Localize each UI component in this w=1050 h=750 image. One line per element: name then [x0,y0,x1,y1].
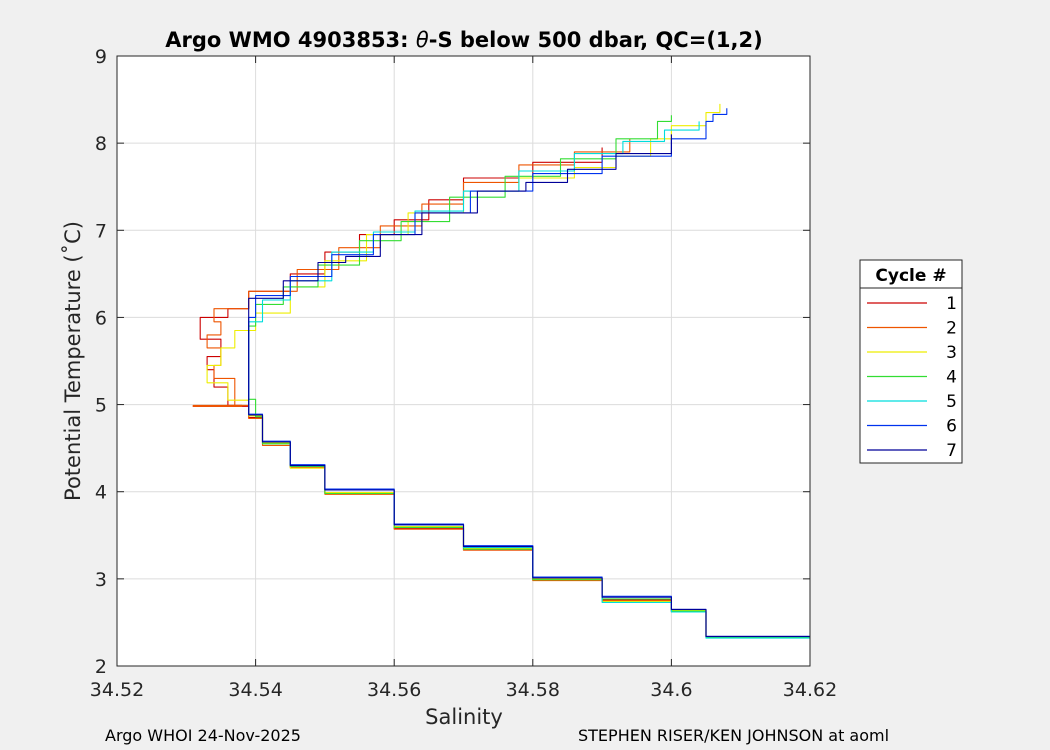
footer-right: STEPHEN RISER/KEN JOHNSON at aoml [578,726,889,745]
legend-label-cycle-7: 7 [946,441,957,461]
y-tick-label: 4 [95,482,107,504]
x-tick-label: 34.54 [228,679,282,701]
plot-frame [116,55,811,667]
chart-title: Argo WMO 4903853: θ-S below 500 dbar, QC… [165,28,762,52]
x-tick-label: 34.56 [367,679,421,701]
x-tick-label: 34.6 [650,679,692,701]
y-tick-label: 8 [95,133,107,155]
y-axis-label: Potential Temperature (˚C) [61,221,85,501]
legend-label-cycle-1: 1 [946,294,957,314]
legend-title: Cycle # [875,266,946,286]
axis-ticks: 34.52 34.54 34.56 34.58 34.6 34.62 2 3 4 5 6 7 8 9 [90,46,837,701]
series-line-cycle-7 [248,134,810,637]
legend-box [859,259,963,464]
footer-left: Argo WHOI 24-Nov-2025 [105,726,301,745]
title-theta-symbol: θ [416,28,429,52]
y-tick-label: 5 [95,395,107,417]
legend-label-cycle-6: 6 [946,417,957,437]
y-tick-label: 2 [95,656,107,678]
y-tick-label: 7 [95,220,107,242]
x-axis-label: Salinity [425,705,503,729]
plot-area [117,56,810,666]
y-tick-label: 9 [95,46,107,68]
y-tick-label: 3 [95,569,107,591]
x-tick-label: 34.58 [506,679,560,701]
y-tick-label: 6 [95,307,107,329]
legend-entries: 1 2 3 4 5 6 7 [867,294,957,461]
legend-label-cycle-4: 4 [946,368,957,388]
legend-label-cycle-5: 5 [946,392,957,412]
series-lines [192,103,810,639]
legend: Cycle # 1 2 3 4 5 6 7 [859,259,963,464]
legend-label-cycle-3: 3 [946,343,957,363]
x-tick-label: 34.52 [90,679,144,701]
legend-label-cycle-2: 2 [946,319,957,339]
x-tick-label: 34.62 [783,679,837,701]
